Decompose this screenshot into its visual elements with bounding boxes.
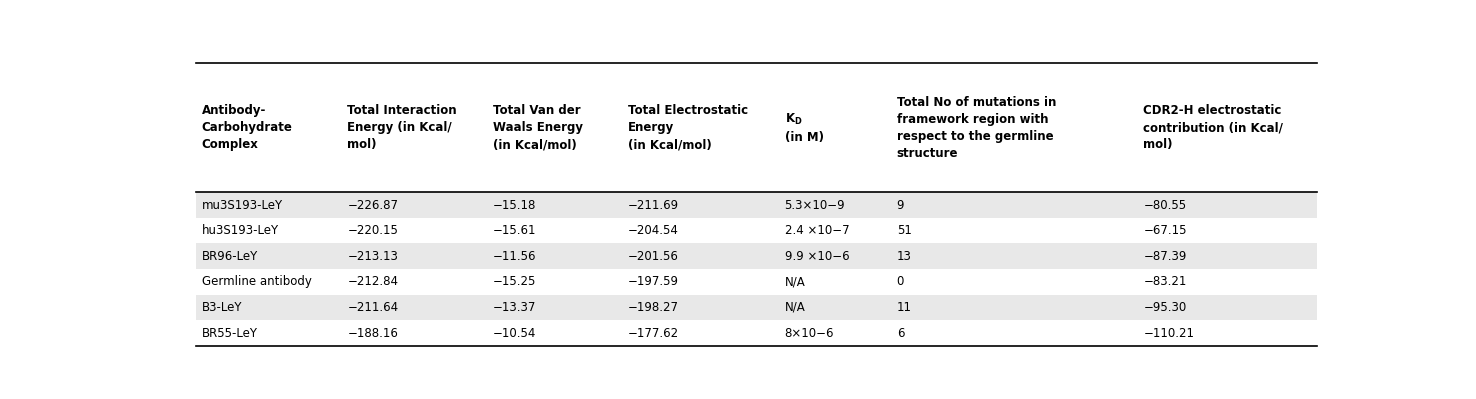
Text: −11.56: −11.56 <box>493 250 537 263</box>
Text: −10.54: −10.54 <box>493 327 536 340</box>
Text: 9: 9 <box>897 199 905 211</box>
Text: −212.84: −212.84 <box>347 275 399 288</box>
Text: 0: 0 <box>897 275 905 288</box>
Text: 2.4 ×10−7: 2.4 ×10−7 <box>785 224 849 237</box>
Text: −67.15: −67.15 <box>1144 224 1187 237</box>
Text: −211.64: −211.64 <box>347 301 399 314</box>
Text: 51: 51 <box>897 224 912 237</box>
Text: −213.13: −213.13 <box>347 250 399 263</box>
Text: Antibody-
Carbohydrate
Complex: Antibody- Carbohydrate Complex <box>202 104 292 151</box>
Text: 13: 13 <box>897 250 912 263</box>
Bar <box>196 192 1317 218</box>
Text: N/A: N/A <box>785 275 806 288</box>
Text: −226.87: −226.87 <box>347 199 399 211</box>
Text: −177.62: −177.62 <box>627 327 679 340</box>
Text: −87.39: −87.39 <box>1144 250 1187 263</box>
Text: mu3S193-LeY: mu3S193-LeY <box>202 199 283 211</box>
Text: Total No of mutations in
framework region with
respect to the germline
structure: Total No of mutations in framework regio… <box>897 96 1055 160</box>
Text: B3-LeY: B3-LeY <box>202 301 242 314</box>
Text: hu3S193-LeY: hu3S193-LeY <box>202 224 279 237</box>
Text: Total Interaction
Energy (in Kcal/
mol): Total Interaction Energy (in Kcal/ mol) <box>347 104 458 151</box>
Text: −211.69: −211.69 <box>627 199 679 211</box>
Text: −110.21: −110.21 <box>1144 327 1194 340</box>
Bar <box>196 295 1317 320</box>
Text: $\mathbf{K_D}$ 
(in M): $\mathbf{K_D}$ (in M) <box>785 112 824 144</box>
Text: Total Van der
Waals Energy
(in Kcal/mol): Total Van der Waals Energy (in Kcal/mol) <box>493 104 583 151</box>
Text: −15.61: −15.61 <box>493 224 537 237</box>
Text: −188.16: −188.16 <box>347 327 399 340</box>
Text: −15.18: −15.18 <box>493 199 536 211</box>
Text: N/A: N/A <box>785 301 806 314</box>
Text: BR96-LeY: BR96-LeY <box>202 250 258 263</box>
Text: 6: 6 <box>897 327 905 340</box>
Text: −201.56: −201.56 <box>627 250 679 263</box>
Text: −13.37: −13.37 <box>493 301 536 314</box>
Text: Total Electrostatic
Energy
(in Kcal/mol): Total Electrostatic Energy (in Kcal/mol) <box>627 104 748 151</box>
Text: −204.54: −204.54 <box>627 224 679 237</box>
Bar <box>196 243 1317 269</box>
Text: −198.27: −198.27 <box>627 301 679 314</box>
Text: 5.3×10−9: 5.3×10−9 <box>785 199 846 211</box>
Text: −80.55: −80.55 <box>1144 199 1187 211</box>
Text: 9.9 ×10−6: 9.9 ×10−6 <box>785 250 849 263</box>
Text: 8×10−6: 8×10−6 <box>785 327 834 340</box>
Text: −197.59: −197.59 <box>627 275 679 288</box>
Text: −220.15: −220.15 <box>347 224 399 237</box>
Text: CDR2-H electrostatic
contribution (in Kcal/
mol): CDR2-H electrostatic contribution (in Kc… <box>1144 104 1283 151</box>
Text: Germline antibody: Germline antibody <box>202 275 311 288</box>
Text: −15.25: −15.25 <box>493 275 536 288</box>
Text: 11: 11 <box>897 301 912 314</box>
Text: −95.30: −95.30 <box>1144 301 1187 314</box>
Text: −83.21: −83.21 <box>1144 275 1187 288</box>
Text: BR55-LeY: BR55-LeY <box>202 327 258 340</box>
